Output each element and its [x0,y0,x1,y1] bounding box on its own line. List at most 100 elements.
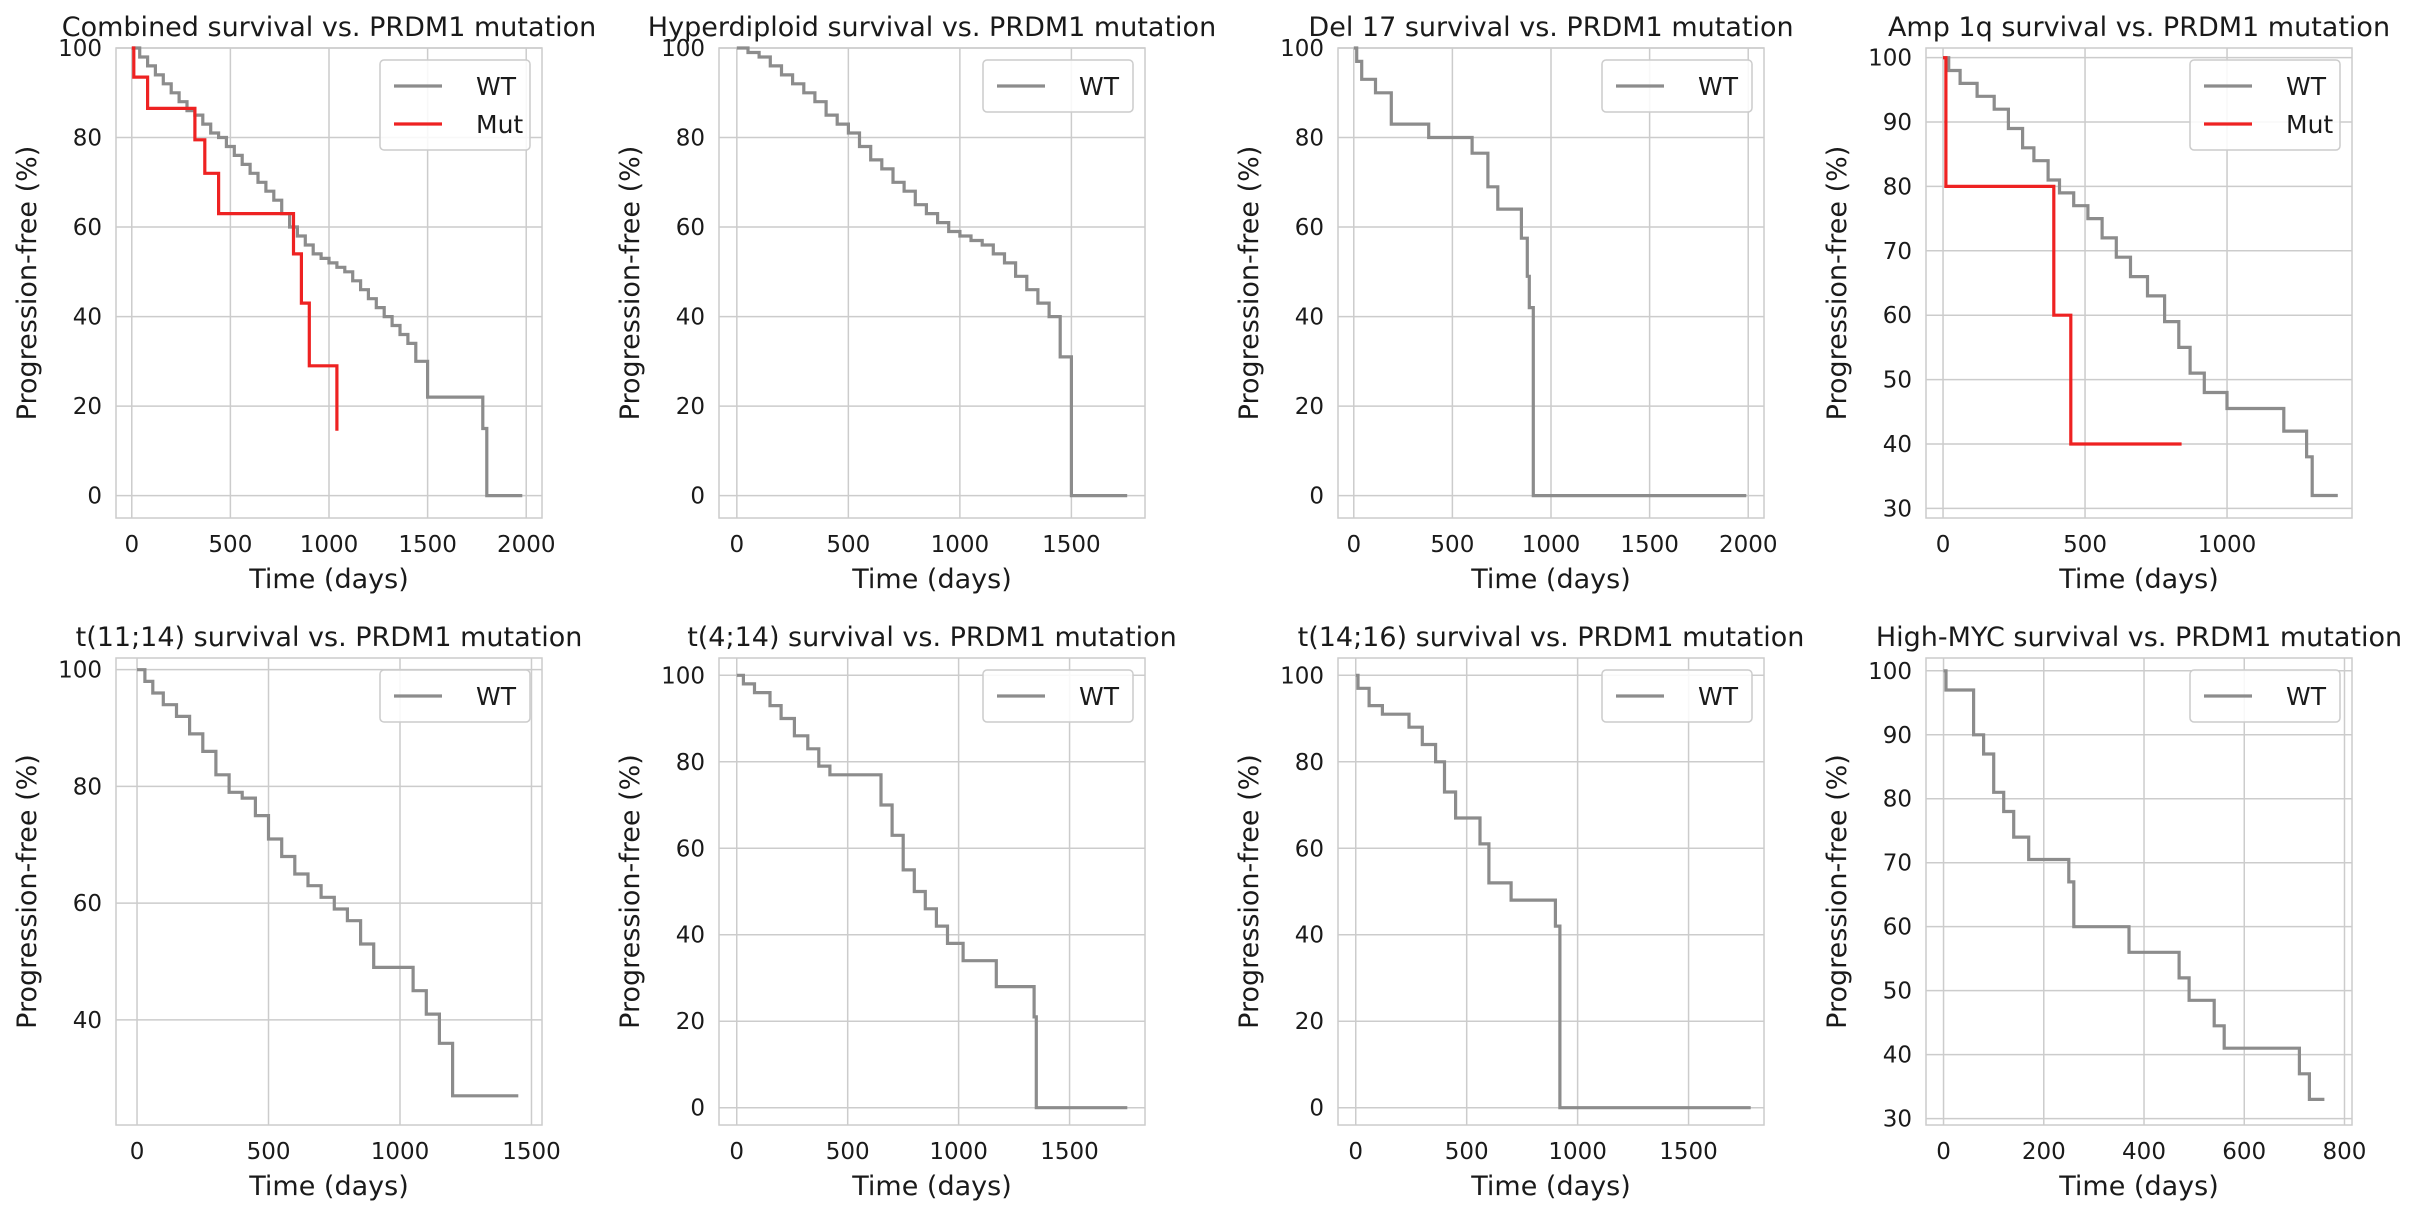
x-tick-label: 0 [1936,532,1951,558]
legend-box [2189,59,2341,151]
chart-title: Hyperdiploid survival vs. PRDM1 mutation [648,12,1216,43]
y-tick-label: 100 [661,36,705,62]
y-tick-label: 100 [58,658,102,684]
y-tick-label: 80 [73,774,102,800]
y-tick-label: 100 [1868,46,1912,72]
legend-label: WT [1698,682,1739,711]
x-tick-label: 1000 [929,1139,988,1165]
y-tick-label: 0 [690,484,705,510]
y-tick-label: 80 [1883,174,1912,200]
y-tick-label: 80 [676,750,705,776]
chart-panel-8: 0 200 400 600 800 30 40 50 60 70 80 90 100 WT High-MYC… [1822,622,2402,1202]
x-tick-label: 1500 [1659,1139,1718,1165]
y-tick-label: 40 [1883,1043,1912,1069]
series-line-wt [736,673,1128,1110]
plot-frame [1925,47,2353,519]
y-tick-label: 100 [1868,659,1912,685]
y-tick-label: 0 [1309,484,1324,510]
y-tick-label: 90 [1883,110,1912,136]
x-axis-label: Time (days) [851,1171,1011,1202]
x-tick-label: 0 [124,532,139,558]
x-tick-label: 1000 [2198,532,2257,558]
x-tick-label: 2000 [497,532,556,558]
y-tick-label: 50 [1883,368,1912,394]
y-tick-label: 80 [73,126,102,152]
y-tick-label: 40 [676,923,705,949]
y-tick-label: 90 [1883,723,1912,749]
x-tick-label: 0 [730,532,745,558]
y-tick-label: 80 [1295,750,1324,776]
x-tick-label: 1000 [931,532,990,558]
series-line-wt [1353,46,1747,498]
legend-box [1601,669,1753,723]
legend-box [982,669,1134,723]
y-axis-label: Progression-free (%) [12,754,43,1029]
x-tick-label: 2000 [1719,532,1778,558]
series-line-wt [1943,56,2338,498]
chart-panel-2: 0 500 1000 1500 0 20 40 60 80 100 WT Hyperdiploid s… [615,12,1216,595]
chart-title: Del 17 survival vs. PRDM1 mutation [1308,12,1793,43]
x-tick-label: 500 [208,532,252,558]
y-tick-label: 70 [1883,851,1912,877]
legend-label: Mut [476,110,523,139]
y-tick-label: 30 [1883,496,1912,522]
y-tick-label: 80 [676,126,705,152]
legend-box [379,59,531,151]
legend-box [1601,59,1753,113]
y-tick-label: 0 [87,484,102,510]
x-tick-label: 1000 [371,1139,430,1165]
legend-label: WT [2286,72,2327,101]
plot-frame [1925,657,2353,1126]
x-tick-label: 800 [2323,1139,2367,1165]
y-tick-label: 20 [1295,1009,1324,1035]
x-axis-label: Time (days) [2058,1171,2218,1202]
y-tick-label: 20 [1295,394,1324,420]
x-tick-label: 500 [247,1139,291,1165]
x-tick-label: 500 [1445,1139,1489,1165]
x-axis-label: Time (days) [1470,564,1630,595]
y-tick-label: 50 [1883,979,1912,1005]
legend-label: WT [476,682,517,711]
series-line-wt [1355,673,1751,1110]
y-tick-label: 40 [73,1008,102,1034]
y-tick-label: 70 [1883,239,1912,265]
y-tick-label: 40 [73,305,102,331]
y-tick-label: 40 [1295,305,1324,331]
plot-frame [1337,657,1765,1126]
x-tick-label: 500 [2063,532,2107,558]
y-tick-label: 60 [1295,215,1324,241]
x-axis-label: Time (days) [1470,1171,1630,1202]
y-axis-label: Progression-free (%) [1234,146,1265,421]
y-tick-label: 20 [73,394,102,420]
legend-label: WT [2286,682,2327,711]
y-tick-label: 40 [676,305,705,331]
y-tick-label: 30 [1883,1107,1912,1133]
legend-label: WT [476,72,517,101]
legend-label: WT [1079,72,1120,101]
chart-title: High-MYC survival vs. PRDM1 mutation [1876,622,2402,653]
legend-label: WT [1698,72,1739,101]
y-tick-label: 80 [1883,787,1912,813]
plot-frame [115,47,543,519]
chart-title: Combined survival vs. PRDM1 mutation [62,12,597,43]
chart-title: t(11;14) survival vs. PRDM1 mutation [76,622,583,653]
y-tick-label: 100 [661,663,705,689]
y-tick-label: 100 [1280,663,1324,689]
y-tick-label: 60 [1883,303,1912,329]
plot-frame [718,657,1146,1126]
y-axis-label: Progression-free (%) [1822,146,1853,421]
x-axis-label: Time (days) [2058,564,2218,595]
chart-title: t(14;16) survival vs. PRDM1 mutation [1298,622,1805,653]
plot-frame [115,657,543,1126]
chart-panel-6: 0 500 1000 1500 0 20 40 60 80 100 WT t(4;14) surviv… [615,622,1177,1202]
y-tick-label: 60 [1295,836,1324,862]
x-tick-label: 1000 [300,532,359,558]
y-tick-label: 40 [1883,432,1912,458]
legend-box [982,59,1134,113]
x-tick-label: 0 [729,1139,744,1165]
x-tick-label: 1500 [1042,532,1101,558]
x-axis-label: Time (days) [851,564,1011,595]
y-tick-label: 60 [676,215,705,241]
series-line-wt [1943,669,2325,1101]
y-tick-label: 60 [73,891,102,917]
